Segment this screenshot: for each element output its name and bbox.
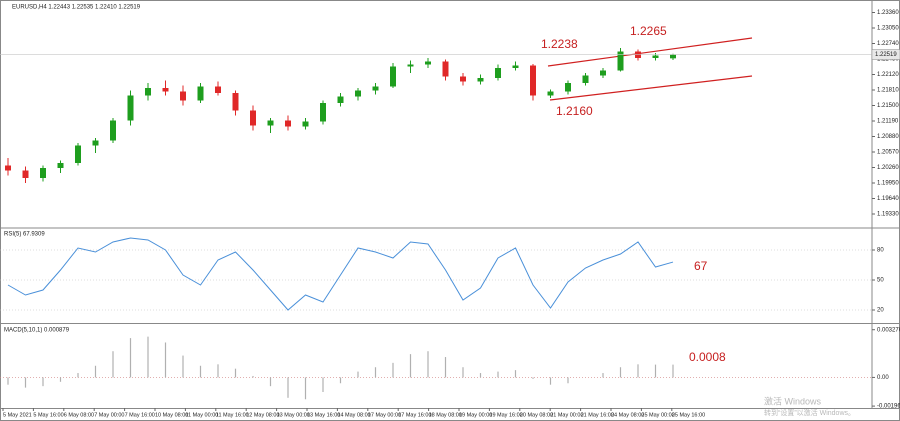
candle-body — [302, 121, 309, 127]
y-tick-label: 20 — [877, 308, 884, 314]
y-tick-label: 1.19330 — [877, 212, 899, 218]
candle-body — [110, 120, 116, 141]
rsi-line — [7, 237, 674, 311]
y-tick-label: 1.21500 — [877, 103, 899, 109]
annotation: 1.2160 — [556, 104, 593, 118]
y-tick-label: 1.23360 — [877, 10, 899, 16]
channel-line — [549, 75, 753, 101]
price-tag-label: 1.22519 — [875, 52, 897, 58]
x-tick-label: 21 May 16:00 — [581, 412, 614, 418]
x-tick-label: 6 May 08:00 — [64, 412, 94, 418]
x-tick-label: 25 May 16:00 — [672, 412, 705, 418]
x-tick-label: 25 May 00:00 — [641, 412, 674, 418]
candle-body — [22, 170, 29, 178]
candle-body — [530, 65, 536, 96]
watermark: 转到“设置”以激活 Windows。 — [764, 408, 855, 417]
x-tick-label: 19 May 16:00 — [489, 412, 522, 418]
candle-body — [320, 103, 326, 122]
candle-body — [512, 65, 519, 68]
candle-body — [215, 86, 221, 93]
candle-body — [617, 51, 624, 71]
x-tick-label: 11 May 16:00 — [216, 412, 249, 418]
candle-body — [600, 70, 606, 76]
panel-title: RSI(5) 67.9309 — [4, 232, 45, 238]
candle-body — [477, 78, 484, 82]
candle-body — [337, 96, 344, 103]
x-tick-label: 5 May 16:00 — [33, 412, 63, 418]
candle-body — [565, 83, 571, 92]
y-tick-label: 1.20260 — [877, 165, 899, 171]
x-tick-label: 14 May 08:00 — [337, 412, 370, 418]
x-tick-label: 12 May 08:00 — [246, 412, 279, 418]
y-tick-label: 1.20570 — [877, 150, 899, 156]
candle-body — [232, 93, 239, 111]
y-tick-label: 1.22740 — [877, 41, 899, 47]
y-tick-label: 80 — [877, 248, 884, 254]
watermark: 激活 Windows — [764, 395, 822, 406]
candle-body — [250, 110, 256, 126]
candle-body — [40, 168, 46, 178]
channel-line — [547, 37, 753, 67]
y-tick-label: 1.19950 — [877, 181, 899, 187]
y-tick-label: 1.21810 — [877, 88, 899, 94]
y-tick-label: 1.20880 — [877, 134, 899, 140]
x-tick-label: 11 May 00:00 — [185, 412, 218, 418]
candle-body — [547, 91, 554, 96]
y-tick-label: -0.001969 — [877, 404, 900, 410]
y-tick-label: 1.19640 — [877, 196, 899, 202]
x-tick-label: 19 May 00:00 — [459, 412, 492, 418]
x-tick-label: 13 May 00:00 — [277, 412, 310, 418]
candle-body — [75, 145, 81, 163]
candle-body — [582, 75, 589, 83]
y-tick-label: 1.21190 — [877, 119, 899, 125]
x-tick-label: 21 May 00:00 — [550, 412, 583, 418]
candle-body — [57, 163, 64, 168]
price-tag — [871, 49, 900, 60]
candle-body — [145, 88, 151, 96]
candle-body — [127, 95, 134, 121]
candle-body — [425, 61, 431, 65]
candle-body — [355, 90, 361, 97]
x-tick-label: 10 May 08:00 — [155, 412, 188, 418]
candle-body — [285, 120, 291, 127]
annotation: 1.2238 — [541, 37, 578, 51]
x-tick-label: 13 May 16:00 — [307, 412, 340, 418]
candle-body — [267, 120, 274, 126]
x-tick-label: 7 May 00:00 — [94, 412, 124, 418]
candle-body — [197, 86, 204, 101]
candle-body — [495, 68, 501, 78]
x-tick-label: 17 May 16:00 — [398, 412, 431, 418]
candle-body — [372, 86, 379, 91]
annotation: 0.0008 — [689, 350, 726, 364]
candle-body — [652, 55, 659, 58]
x-tick-label: 17 May 00:00 — [368, 412, 401, 418]
candle-body — [180, 91, 186, 101]
candle-body — [5, 165, 11, 171]
y-tick-label: 50 — [877, 278, 884, 284]
x-tick-label: 24 May 08:00 — [611, 412, 644, 418]
candle-body — [460, 76, 466, 82]
candle-body — [670, 54, 676, 59]
y-tick-label: 1.22120 — [877, 72, 899, 78]
candle-body — [162, 88, 169, 92]
y-tick-label: 0.00 — [877, 375, 889, 381]
y-tick-label: 0.003276 — [877, 327, 900, 333]
candle-body — [442, 61, 449, 77]
x-tick-label: 20 May 08:00 — [520, 412, 553, 418]
candle-body — [92, 140, 99, 146]
x-tick-label: 18 May 08:00 — [429, 412, 462, 418]
candle-body — [390, 66, 396, 87]
candle-body — [407, 64, 414, 67]
y-tick-label: 1.23050 — [877, 26, 899, 32]
x-tick-label: 5 May 2021 — [3, 412, 32, 418]
chart-title: EURUSD,H4 1.22443 1.22535 1.22410 1.2251… — [12, 5, 141, 11]
annotation: 67 — [694, 259, 708, 273]
x-tick-label: 7 May 16:00 — [125, 412, 155, 418]
panel-title: MACD(5,10,1) 0.000879 — [4, 328, 70, 334]
annotation: 1.2265 — [630, 24, 667, 38]
